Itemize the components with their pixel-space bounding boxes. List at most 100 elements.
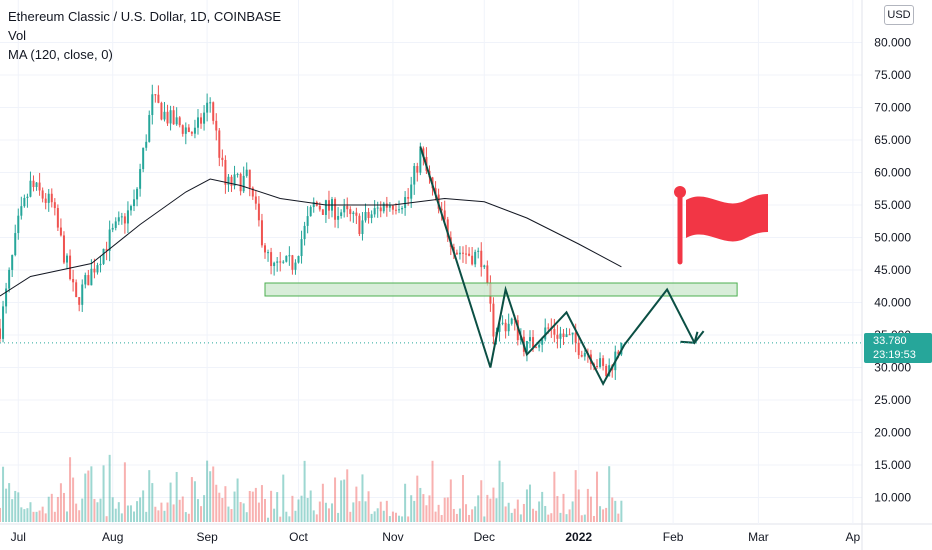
candle-body xyxy=(236,173,239,175)
volume-bar xyxy=(200,506,203,522)
volume-bar xyxy=(458,508,461,522)
candle-body xyxy=(599,358,602,367)
volume-bar xyxy=(370,513,373,522)
candle-body xyxy=(279,261,282,263)
candle-body xyxy=(254,196,257,204)
candle-body xyxy=(577,342,580,356)
candle-body xyxy=(510,318,513,324)
candle-body xyxy=(349,209,352,215)
candle-body xyxy=(407,197,410,199)
candle-body xyxy=(172,110,175,125)
volume-bar xyxy=(446,497,449,522)
volume-bar xyxy=(245,512,248,522)
volume-bar xyxy=(440,515,443,522)
volume-bar xyxy=(358,501,361,522)
candle-body xyxy=(11,255,14,270)
volume-bar xyxy=(556,496,559,522)
volume-bar xyxy=(239,502,242,522)
candle-body xyxy=(59,227,62,236)
volume-bar xyxy=(614,500,617,522)
volume-bar xyxy=(11,499,14,522)
volume-bar xyxy=(519,514,522,522)
volume-bar xyxy=(59,483,62,522)
candle-body xyxy=(312,201,315,208)
candle-body xyxy=(20,206,23,216)
volume-bar xyxy=(151,483,154,522)
volume-bar xyxy=(571,501,574,522)
candle-body xyxy=(556,334,559,339)
candle-body xyxy=(398,209,401,211)
volume-bar xyxy=(501,482,504,522)
ma120-line xyxy=(0,178,622,297)
candle-body xyxy=(245,169,248,176)
candle-body xyxy=(340,212,343,216)
candle-body xyxy=(477,250,480,252)
volume-bar xyxy=(114,508,117,522)
volume-bar xyxy=(111,497,114,522)
volume-bar xyxy=(273,508,276,522)
candle-body xyxy=(504,322,507,332)
volume-bar xyxy=(468,514,471,522)
candle-body xyxy=(321,209,324,215)
volume-bar xyxy=(260,485,263,522)
candle-body xyxy=(483,265,486,268)
volume-bar xyxy=(321,483,324,522)
candle-body xyxy=(516,320,519,341)
y-tick-label: 10.000 xyxy=(874,491,911,505)
candle-body xyxy=(53,202,56,209)
candle-body xyxy=(285,255,288,262)
candle-body xyxy=(583,352,586,357)
candle-body xyxy=(440,208,443,211)
currency-button[interactable]: USD xyxy=(884,5,914,25)
candle-body xyxy=(465,253,468,255)
candle-body xyxy=(105,248,108,251)
candle-body xyxy=(117,217,120,222)
volume-bar xyxy=(44,513,47,522)
candle-body xyxy=(461,252,464,254)
candle-body xyxy=(294,262,297,270)
volume-label: Vol xyxy=(8,28,27,43)
candle-body xyxy=(535,347,538,349)
candle-body xyxy=(56,208,59,228)
projected-path xyxy=(419,146,705,386)
candle-body xyxy=(44,198,47,203)
candle-body xyxy=(379,207,382,212)
candle-body xyxy=(175,117,178,125)
volume-bar xyxy=(254,487,257,522)
x-tick-label: Nov xyxy=(382,530,403,544)
volume-bar xyxy=(504,506,507,522)
candle-body xyxy=(334,199,337,220)
volume-bar xyxy=(193,481,196,522)
volume-bar xyxy=(129,505,132,522)
volume-bar xyxy=(17,492,20,522)
volume-bar xyxy=(257,502,260,522)
volume-bar xyxy=(583,514,586,522)
volume-bar xyxy=(413,500,416,522)
volume-bar xyxy=(248,490,251,522)
volume-bar xyxy=(160,502,163,522)
y-tick-label: 50.000 xyxy=(874,231,911,245)
volume-bar xyxy=(428,495,431,522)
volume-bar xyxy=(376,508,379,522)
volume-bar xyxy=(175,471,178,522)
volume-bar xyxy=(291,495,294,522)
candle-body xyxy=(300,239,303,257)
volume-bar xyxy=(324,502,327,522)
volume-bar xyxy=(349,511,352,522)
volume-bar xyxy=(96,502,99,522)
volume-bar xyxy=(32,511,35,522)
volume-bar xyxy=(120,513,123,522)
volume-bar xyxy=(187,513,190,522)
volume-bar xyxy=(38,510,41,522)
volume-bar xyxy=(608,466,611,522)
candle-body xyxy=(413,166,416,185)
volume-bar xyxy=(136,501,139,522)
volume-bar xyxy=(218,492,221,522)
volume-bar xyxy=(29,502,32,522)
candle-body xyxy=(190,132,193,134)
volume-bar xyxy=(178,499,181,522)
arrow-head xyxy=(680,331,699,344)
volume-bar xyxy=(270,490,273,522)
candle-body xyxy=(248,169,251,188)
